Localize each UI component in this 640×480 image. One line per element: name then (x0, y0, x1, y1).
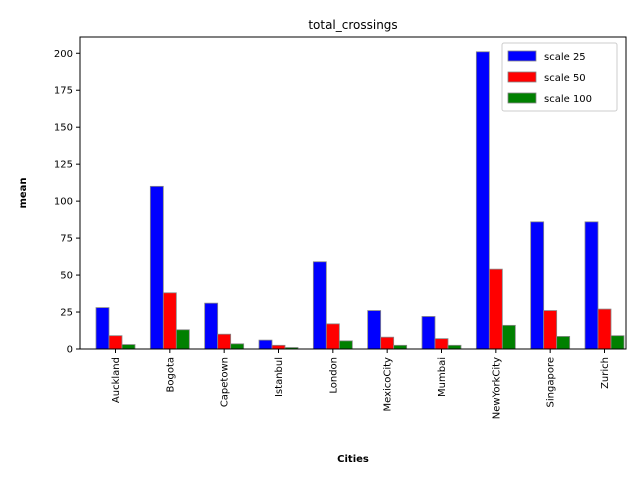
x-tick-label: Istanbul (274, 357, 285, 397)
x-tick-label: Auckland (111, 357, 122, 403)
bar-scale-50-Auckland (108, 335, 123, 350)
legend-label: scale 50 (544, 73, 586, 84)
bar-scale-50-Bogota (162, 292, 177, 350)
legend-swatch (507, 92, 537, 104)
x-axis-label: Cities (337, 454, 369, 465)
x-tick-label: Bogota (165, 357, 176, 393)
bar-scale-100-MexicoCity (393, 344, 408, 350)
y-tick-label: 50 (60, 271, 73, 282)
bar-scale-25-NewYorkCity (475, 51, 490, 350)
bar-scale-100-NewYorkCity (501, 324, 516, 350)
bar-scale-25-Capetown (204, 302, 219, 350)
bar-scale-50-Singapore (543, 310, 558, 350)
axes-frame (79, 36, 627, 350)
bar-scale-100-Capetown (230, 343, 245, 350)
bar-scale-50-NewYorkCity (488, 268, 503, 350)
x-tick-label: Singapore (546, 357, 557, 407)
bar-scale-100-Singapore (556, 336, 571, 350)
chart-title: total_crossings (308, 18, 397, 32)
bar-scale-25-London (312, 261, 327, 350)
bar-scale-50-Mumbai (434, 338, 449, 350)
bar-scale-25-Auckland (95, 307, 110, 350)
bar-scale-100-London (338, 340, 353, 350)
legend-swatch (507, 50, 537, 62)
bar-scale-25-Mumbai (421, 316, 436, 350)
y-tick-label: 200 (54, 49, 73, 60)
bar-scale-50-Capetown (217, 333, 232, 350)
legend-label: scale 25 (544, 52, 586, 63)
bar-scale-100-Bogota (175, 329, 190, 350)
y-tick-label: 0 (67, 345, 73, 356)
bar-scale-100-Mumbai (447, 344, 462, 350)
y-tick-label: 150 (54, 123, 73, 134)
x-tick-label: Capetown (220, 357, 231, 407)
x-tick-label: NewYorkCity (491, 357, 502, 419)
x-tick-label: MexicoCity (383, 357, 394, 412)
y-tick-label: 175 (54, 86, 73, 97)
legend: scale 25 scale 50 scale 100 (501, 42, 618, 112)
bar-scale-25-Bogota (149, 185, 164, 350)
bar-scale-50-Zurich (597, 308, 612, 350)
bar-scale-50-London (325, 323, 340, 350)
legend-label: scale 100 (544, 94, 592, 105)
y-tick-label: 25 (60, 308, 73, 319)
y-axis-label: mean (18, 177, 29, 208)
y-tick-label: 75 (60, 234, 73, 245)
bar-scale-25-Zurich (584, 221, 599, 350)
x-tick-label: Zurich (600, 357, 611, 389)
bar-scale-50-Istanbul (271, 344, 286, 350)
bar-scale-100-Zurich (610, 335, 625, 350)
y-axis-ticks: 0 25 50 75 100 125 150 175 200 (54, 49, 80, 356)
x-axis-ticks: Auckland Bogota Capetown Istanbul London Mexi… (111, 349, 611, 419)
bar-scale-25-MexicoCity (367, 310, 382, 350)
y-tick-label: 100 (54, 197, 73, 208)
x-tick-label: Mumbai (437, 357, 448, 397)
bar-scale-25-Singapore (530, 221, 545, 350)
legend-swatch (507, 71, 537, 83)
bar-scale-100-Auckland (121, 344, 136, 350)
x-tick-label: London (328, 357, 339, 394)
bar-scale-25-Istanbul (258, 339, 273, 350)
y-tick-label: 125 (54, 160, 73, 171)
bar-scale-50-MexicoCity (380, 336, 395, 350)
